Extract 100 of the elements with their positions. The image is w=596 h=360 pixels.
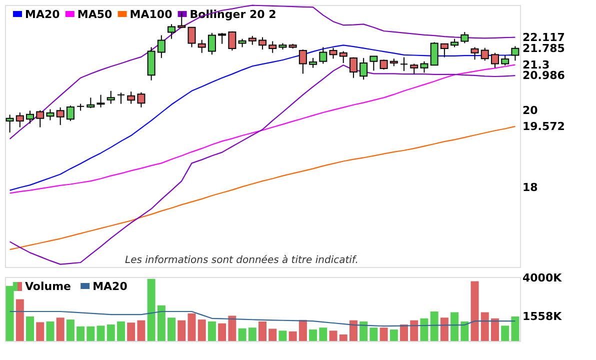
candlestick: [198, 39, 206, 54]
candlestick: [6, 114, 14, 134]
candlestick: [178, 12, 186, 29]
candlestick: [106, 90, 115, 104]
legend-label: MA20: [25, 8, 60, 21]
candlestick: [116, 92, 125, 104]
bar: [16, 299, 24, 341]
candlestick: [127, 91, 136, 104]
bar: [319, 328, 328, 341]
y-tick-label: 20: [522, 104, 538, 118]
bar: [258, 321, 266, 341]
candlestick: [309, 57, 318, 68]
bar: [106, 324, 115, 341]
bar: [56, 318, 64, 341]
candlestick: [470, 46, 479, 60]
candlestick: [380, 59, 388, 70]
y-tick-label: 20.986: [522, 69, 566, 82]
bar: [440, 318, 448, 341]
candlestick: [400, 56, 408, 72]
candlestick: [208, 32, 216, 56]
candlestick: [36, 110, 44, 128]
legend-label: MA50: [77, 8, 113, 21]
bar: [188, 313, 196, 341]
candlestick: [370, 56, 378, 72]
candlestick: [168, 24, 176, 40]
bar: [76, 326, 85, 341]
bar: [298, 320, 307, 341]
line-series: [9, 126, 516, 250]
y-tick-label: 18: [522, 180, 538, 194]
legend-label: Volume: [25, 280, 71, 293]
bar: [268, 328, 277, 341]
bar: [147, 278, 156, 341]
bar: [26, 316, 34, 341]
y-tick-label: 21.785: [522, 42, 565, 55]
bar: [349, 320, 358, 341]
candlestick: [188, 26, 196, 48]
legend-label: MA100: [130, 8, 173, 21]
bar: [480, 312, 489, 341]
candlestick: [490, 52, 499, 68]
bar: [228, 316, 236, 341]
bar: [288, 331, 297, 341]
bar: [36, 322, 44, 341]
candlestick: [440, 43, 448, 58]
bar: [168, 318, 176, 341]
bar: [86, 326, 95, 341]
bar: [370, 328, 378, 341]
bar: [137, 320, 146, 341]
candlestick: [16, 112, 24, 128]
bar: [46, 321, 54, 341]
y-tick-label: 4000K: [522, 272, 562, 285]
bar: [410, 320, 418, 341]
candlestick: [147, 46, 156, 81]
candlestick: [298, 49, 307, 74]
line-series: [9, 310, 516, 327]
bar: [470, 281, 479, 341]
candlestick: [157, 34, 166, 58]
candlestick: [66, 105, 74, 122]
line-series: [9, 64, 516, 194]
bar: [511, 316, 520, 341]
candlestick: [460, 31, 469, 44]
y-tick-label: 1558K: [522, 310, 562, 323]
bar: [248, 328, 256, 341]
annotation: Les informations sont données à titre indicatif.: [125, 255, 358, 266]
bar: [450, 312, 459, 341]
candlestick: [86, 97, 95, 109]
candlestick: [420, 60, 428, 74]
bar: [218, 323, 226, 341]
bar: [178, 320, 186, 341]
candlestick: [268, 40, 277, 54]
bar: [390, 330, 398, 341]
candlestick: [96, 94, 105, 108]
bar: [380, 328, 388, 341]
bar: [360, 321, 368, 341]
bar: [208, 321, 216, 341]
bar: [238, 328, 246, 341]
candlestick: [501, 54, 510, 66]
y-tick-label: 19.572: [522, 120, 565, 133]
bar: [400, 324, 408, 341]
bar: [198, 320, 206, 341]
bar: [430, 311, 438, 341]
bar: [278, 330, 287, 341]
bar: [157, 305, 166, 341]
candlestick: [258, 36, 266, 50]
bar: [116, 321, 125, 341]
candlestick: [430, 42, 438, 66]
y-tick-label: 21.3: [522, 58, 550, 72]
bar: [127, 322, 136, 341]
y-tick-label: 22.117: [522, 30, 565, 44]
bar: [329, 330, 338, 341]
candlestick: [218, 32, 226, 44]
candlestick: [511, 46, 520, 62]
candlestick: [480, 47, 489, 62]
bar: [6, 286, 14, 341]
bar: [309, 330, 318, 341]
legend-label: MA20: [92, 280, 128, 293]
candlestick: [339, 50, 348, 64]
bar: [420, 318, 428, 341]
candlestick: [56, 106, 64, 126]
candlestick: [26, 110, 34, 124]
line-series: [9, 4, 516, 140]
